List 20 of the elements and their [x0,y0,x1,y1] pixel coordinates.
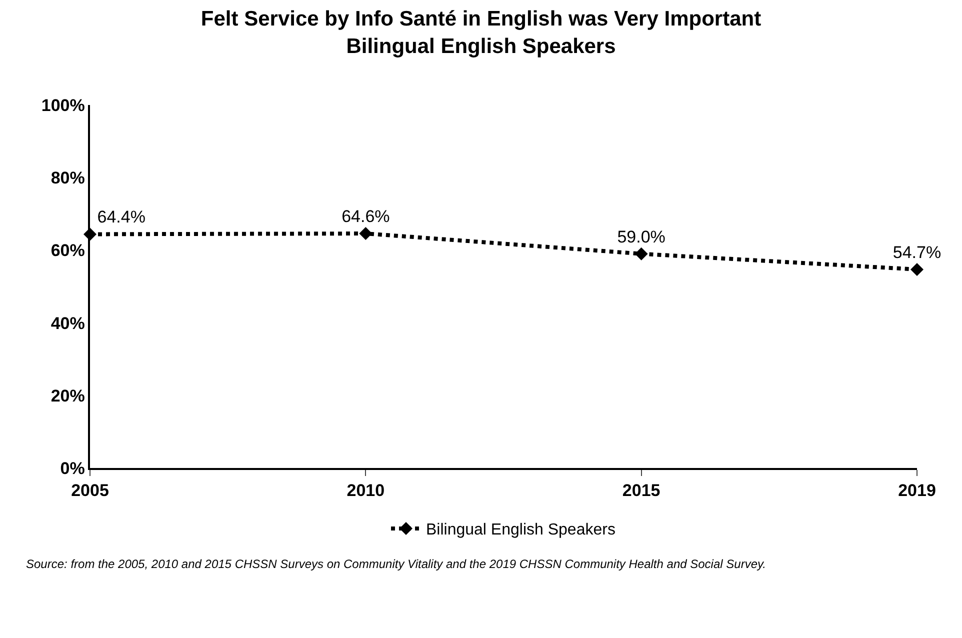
x-tick-label: 2010 [346,481,385,500]
x-tick-label: 2005 [71,481,109,500]
y-tick-label: 80% [50,168,85,188]
legend-label: Bilingual English Speakers [426,522,616,539]
y-tick-label: 20% [50,386,85,406]
y-tick-label: 0% [60,458,85,478]
point [359,227,372,240]
data-label: 64.6% [342,207,390,226]
x-tick-label: 2015 [622,481,660,500]
y-tick-label: 60% [50,241,85,260]
source-note: Source: from the 2005, 2010 and 2015 CHSSN Surveys on Community Vitality and the 2019 CHSSN Community Health and Social Survey. [26,557,766,571]
point [910,262,924,276]
point [634,247,648,260]
data-label: 59.0% [617,227,666,246]
data-label: 54.7% [892,242,942,262]
y-tick-label: 40% [50,314,85,333]
data-label: 64.4% [97,208,146,227]
chart-title: Felt Service by Info Santé in English was Very Important Bilingual English Speakers [200,8,762,58]
x-tick-label: 2019 [898,481,936,500]
y-tick-label: 100% [41,96,85,115]
